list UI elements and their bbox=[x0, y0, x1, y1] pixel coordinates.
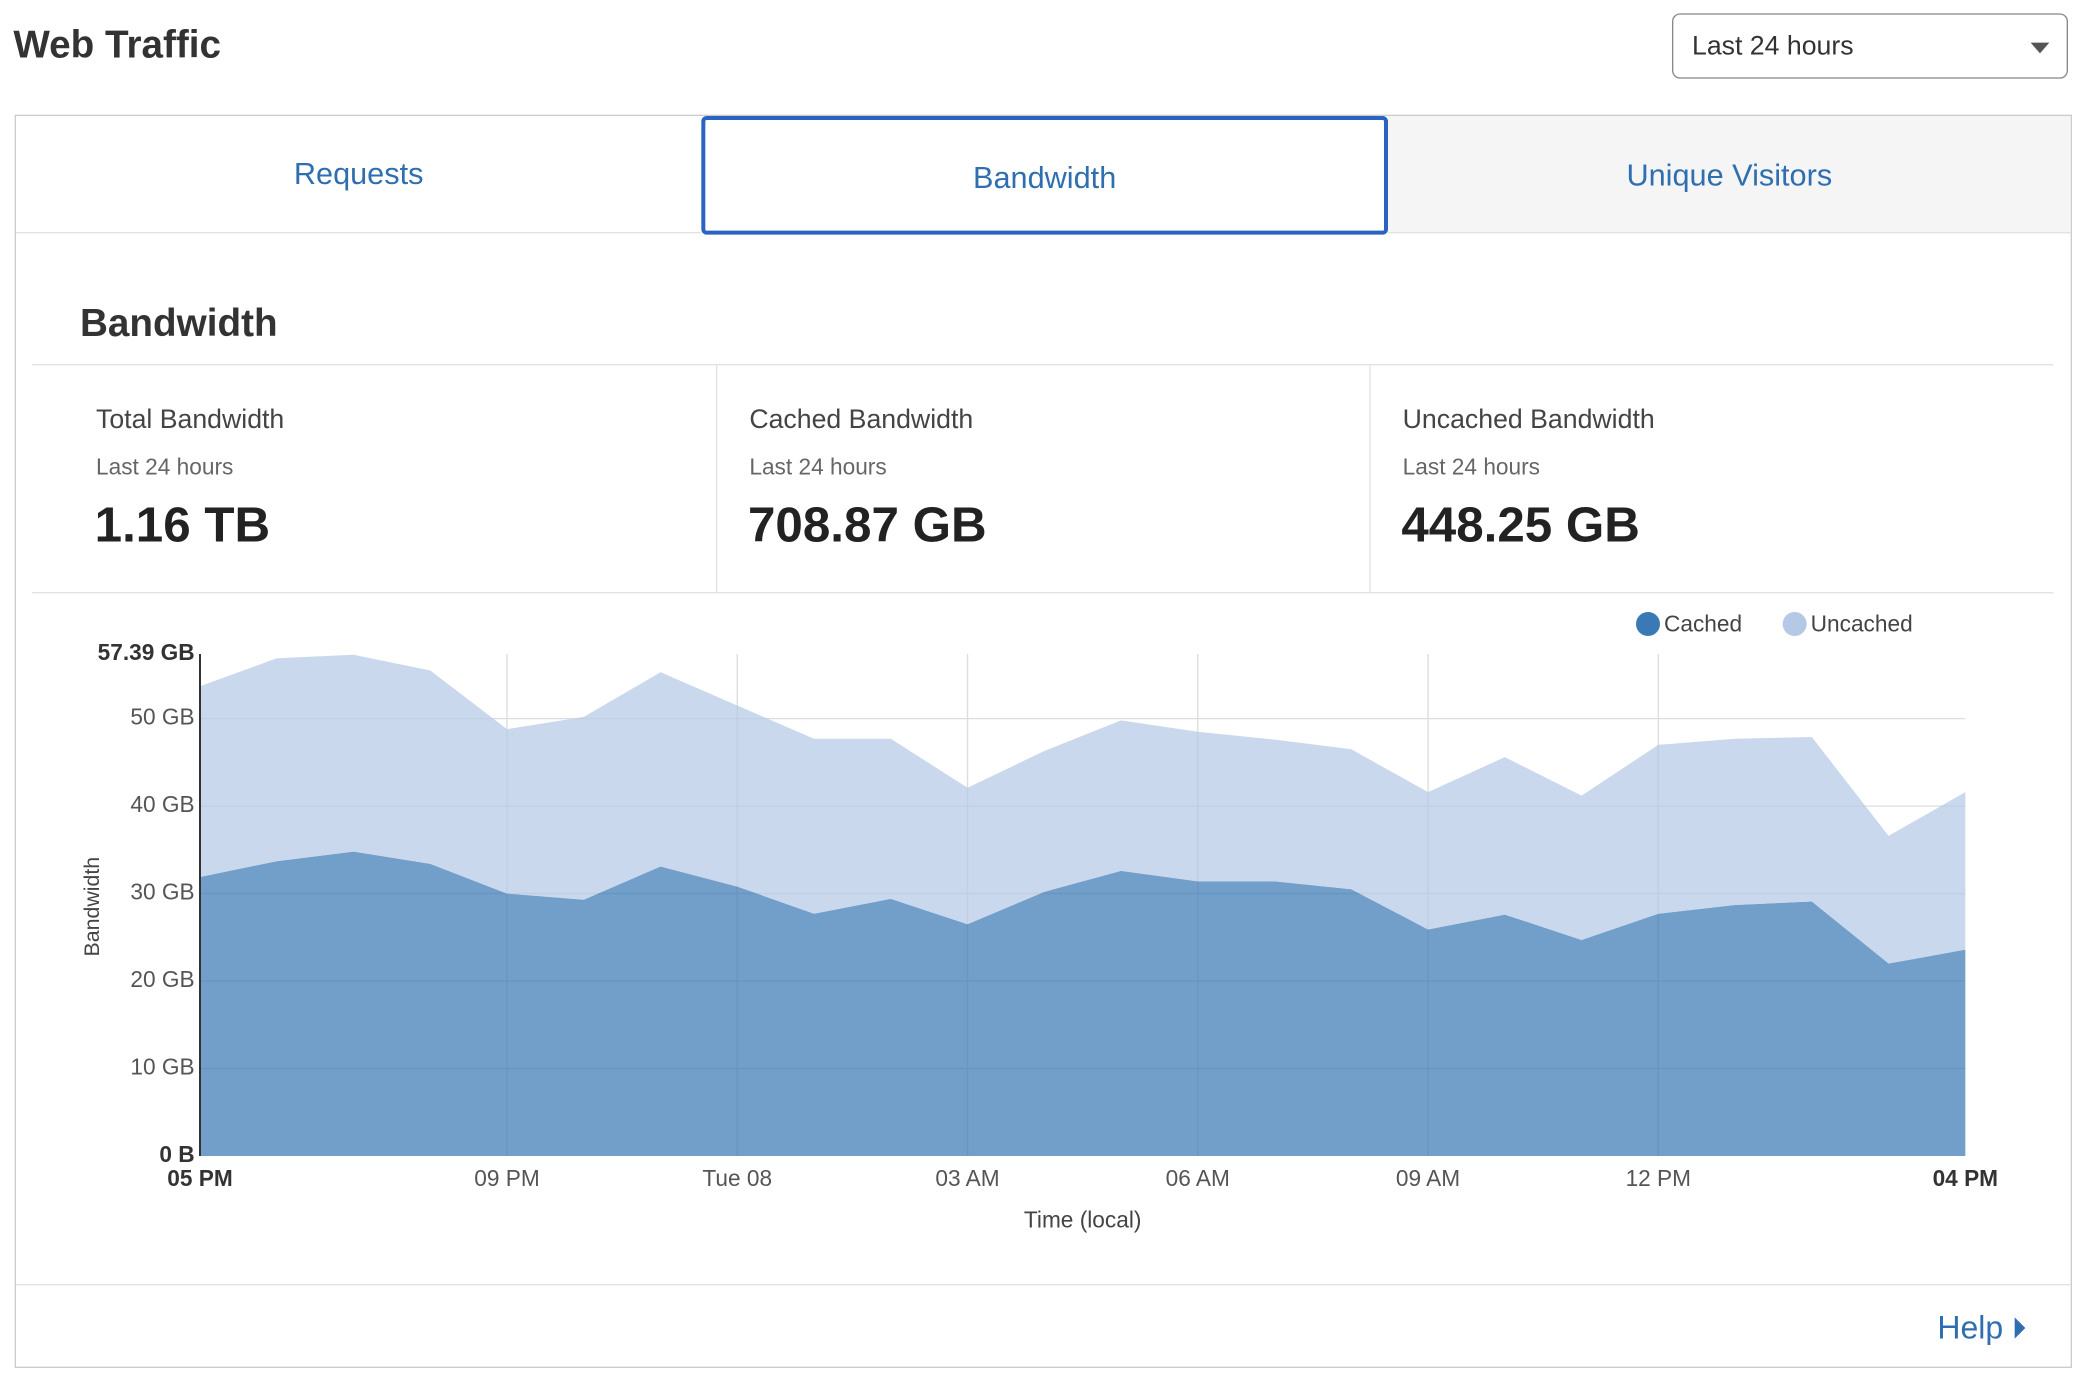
stat-label: Cached Bandwidth bbox=[749, 405, 974, 435]
y-tick-label: 40 GB bbox=[130, 791, 194, 817]
x-tick-label: 06 AM bbox=[1166, 1165, 1230, 1191]
legend-label: Cached bbox=[1664, 610, 1742, 636]
range-dropdown[interactable]: Last 24 hours bbox=[1671, 13, 2068, 79]
legend-marker bbox=[1782, 611, 1807, 636]
x-tick-label: 04 PM bbox=[1933, 1165, 1998, 1191]
x-tick-label: 09 PM bbox=[474, 1165, 539, 1191]
y-tick-label: 0 B bbox=[159, 1141, 194, 1167]
divider bbox=[15, 1283, 2071, 1286]
y-tick-label: 57.39 GB bbox=[98, 639, 195, 665]
y-tick-label: 30 GB bbox=[130, 879, 194, 905]
y-axis-title: Bandwidth bbox=[80, 857, 104, 957]
divider bbox=[31, 591, 2054, 594]
y-tick-label: 20 GB bbox=[130, 966, 194, 992]
y-tick-label: 10 GB bbox=[130, 1054, 194, 1080]
stat-label: Uncached Bandwidth bbox=[1402, 405, 1655, 435]
tab[interactable]: Requests bbox=[293, 155, 424, 190]
chart: 0 B 10 GB 20 GB 30 GB 40 GB 50 GB 57.39 GB 05 P… bbox=[80, 610, 1998, 1232]
tab-selected[interactable]: Bandwidth bbox=[701, 115, 1388, 235]
legend-label: Uncached bbox=[1811, 610, 1913, 636]
divider bbox=[715, 363, 718, 592]
tab-divider bbox=[1387, 231, 2071, 234]
help-text: Help bbox=[1937, 1310, 2004, 1347]
panel bbox=[14, 114, 2072, 1368]
divider bbox=[31, 363, 2054, 366]
x-axis-title: Time (local) bbox=[1024, 1206, 1141, 1232]
stat-label: Total Bandwidth bbox=[95, 405, 285, 435]
x-tick-label: 12 PM bbox=[1626, 1165, 1691, 1191]
page-title: Web Traffic bbox=[13, 23, 222, 67]
stat-value: 1.16 TB bbox=[94, 497, 271, 552]
dropdown-caret bbox=[2030, 42, 2050, 54]
y-tick-label: 50 GB bbox=[130, 704, 194, 730]
divider bbox=[1369, 363, 1371, 592]
stat-period: Last 24 hours bbox=[95, 454, 234, 480]
help-arrow bbox=[2015, 1317, 2026, 1339]
x-tick-label: Tue 08 bbox=[702, 1165, 772, 1191]
stat-value: 708.87 GB bbox=[747, 497, 987, 552]
tab[interactable]: Unique Visitors bbox=[1387, 115, 2071, 234]
area bbox=[199, 654, 1966, 964]
stat-period: Last 24 hours bbox=[749, 454, 887, 480]
dropdown-value: Last 24 hours bbox=[1691, 31, 1854, 62]
stat-value: 448.25 GB bbox=[1401, 497, 1640, 552]
area bbox=[199, 851, 1966, 1156]
x-tick-label: 09 AM bbox=[1396, 1165, 1460, 1191]
tab-divider bbox=[15, 231, 702, 234]
legend-marker bbox=[1635, 611, 1660, 636]
x-tick-label: 03 AM bbox=[935, 1165, 999, 1191]
help-link[interactable]: Help bbox=[1937, 1310, 2026, 1348]
x-tick-label: 05 PM bbox=[167, 1165, 232, 1191]
section-title: Bandwidth bbox=[79, 302, 278, 346]
stat-period: Last 24 hours bbox=[1402, 454, 1541, 480]
